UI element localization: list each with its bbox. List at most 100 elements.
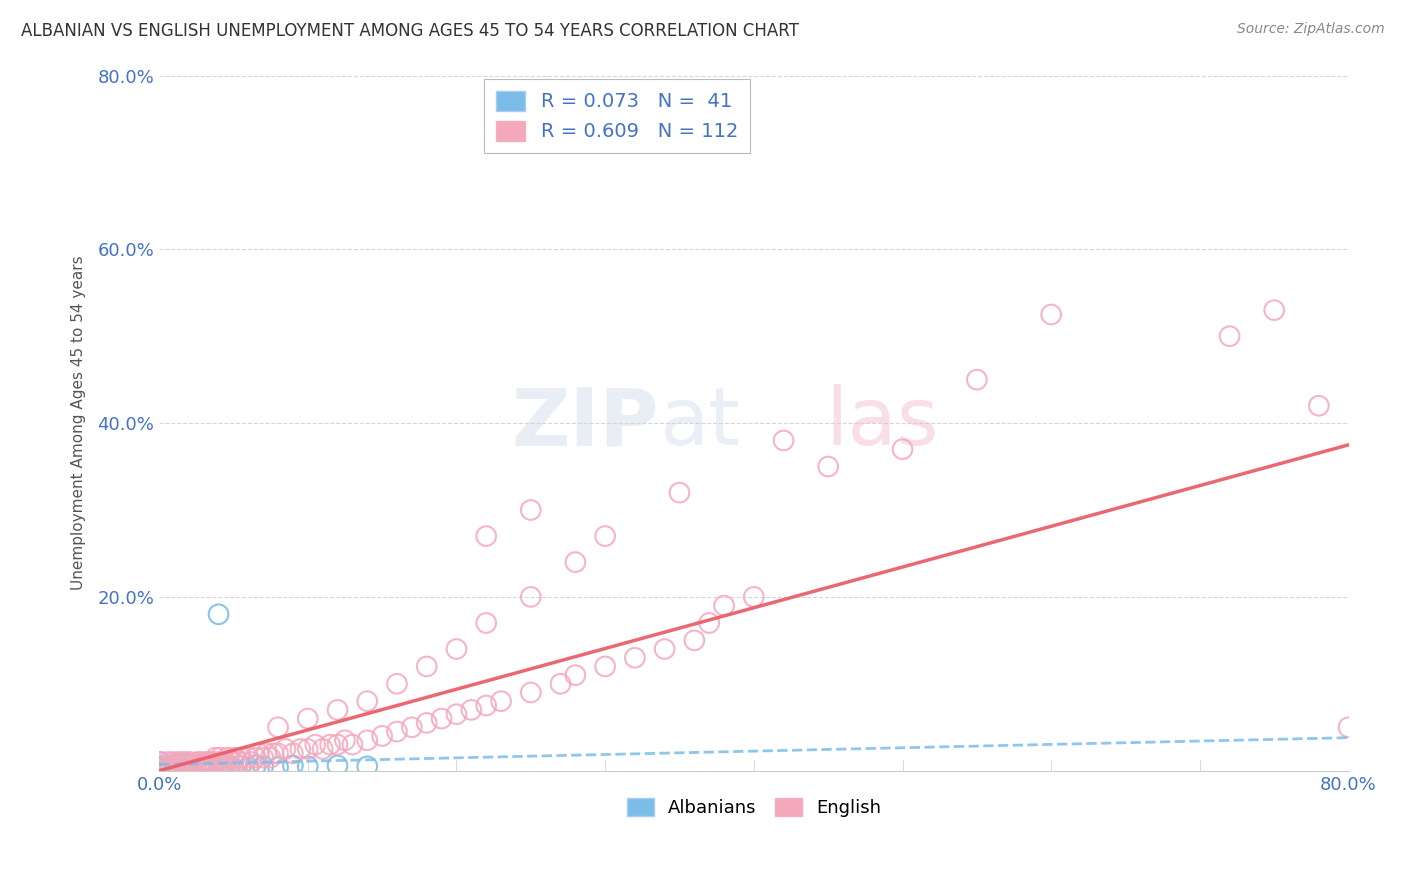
Point: [326, 738, 349, 752]
Point: [247, 747, 270, 761]
Point: [155, 761, 177, 775]
Text: ALBANIAN VS ENGLISH UNEMPLOYMENT AMONG AGES 45 TO 54 YEARS CORRELATION CHART: ALBANIAN VS ENGLISH UNEMPLOYMENT AMONG A…: [21, 22, 799, 40]
Point: [222, 761, 245, 775]
Point: [281, 758, 304, 772]
Point: [1263, 303, 1285, 318]
Point: [281, 747, 304, 761]
Text: Source: ZipAtlas.com: Source: ZipAtlas.com: [1237, 22, 1385, 37]
Point: [222, 755, 245, 769]
Legend: Albanians, English: Albanians, English: [619, 790, 889, 824]
Point: [215, 755, 238, 769]
Point: [356, 694, 378, 708]
Point: [1337, 720, 1360, 734]
Point: [254, 747, 277, 761]
Point: [252, 759, 274, 773]
Point: [180, 761, 202, 775]
Point: [170, 759, 193, 773]
Point: [148, 764, 170, 778]
Point: [207, 762, 229, 776]
Point: [188, 759, 211, 773]
Point: [245, 750, 267, 764]
Point: [238, 750, 260, 764]
Point: [520, 503, 543, 517]
Point: [150, 755, 173, 769]
Point: [193, 759, 215, 773]
Point: [564, 555, 586, 569]
Point: [166, 762, 188, 776]
Point: [169, 764, 191, 778]
Point: [148, 764, 170, 778]
Point: [520, 590, 543, 604]
Point: [460, 703, 482, 717]
Point: [297, 712, 319, 726]
Point: [415, 715, 437, 730]
Point: [475, 615, 498, 630]
Point: [200, 759, 222, 773]
Point: [174, 756, 197, 771]
Point: [193, 758, 215, 772]
Point: [240, 755, 263, 769]
Point: [593, 659, 616, 673]
Point: [415, 659, 437, 673]
Point: [188, 760, 211, 774]
Point: [333, 733, 356, 747]
Point: [197, 755, 219, 769]
Point: [180, 764, 202, 778]
Point: [489, 694, 512, 708]
Point: [304, 738, 326, 752]
Point: [218, 759, 240, 773]
Point: [520, 685, 543, 699]
Text: ZIP: ZIP: [512, 384, 658, 462]
Point: [245, 758, 267, 772]
Point: [152, 764, 174, 778]
Point: [172, 755, 194, 769]
Point: [817, 459, 839, 474]
Point: [200, 755, 222, 769]
Point: [475, 698, 498, 713]
Point: [1308, 399, 1330, 413]
Point: [177, 759, 200, 773]
Point: [238, 760, 260, 774]
Point: [966, 373, 988, 387]
Point: [232, 755, 254, 769]
Point: [356, 733, 378, 747]
Point: [668, 485, 690, 500]
Point: [475, 529, 498, 543]
Point: [215, 757, 238, 772]
Point: [194, 755, 217, 769]
Point: [177, 759, 200, 773]
Point: [326, 758, 349, 772]
Point: [697, 615, 720, 630]
Point: [160, 759, 183, 773]
Point: [326, 703, 349, 717]
Point: [297, 759, 319, 773]
Point: [174, 762, 197, 776]
Point: [654, 642, 676, 657]
Point: [195, 759, 218, 773]
Point: [290, 742, 312, 756]
Point: [385, 677, 408, 691]
Point: [190, 755, 212, 769]
Point: [226, 755, 249, 769]
Point: [207, 607, 229, 622]
Point: [148, 758, 170, 772]
Point: [167, 755, 190, 769]
Point: [371, 729, 394, 743]
Point: [252, 750, 274, 764]
Point: [187, 755, 209, 769]
Point: [267, 747, 290, 761]
Y-axis label: Unemployment Among Ages 45 to 54 years: Unemployment Among Ages 45 to 54 years: [72, 256, 86, 591]
Point: [446, 707, 468, 722]
Point: [224, 750, 246, 764]
Point: [1219, 329, 1241, 343]
Point: [177, 763, 200, 777]
Point: [683, 633, 706, 648]
Point: [267, 760, 290, 774]
Point: [319, 738, 342, 752]
Point: [385, 724, 408, 739]
Point: [207, 755, 229, 769]
Point: [212, 755, 235, 769]
Point: [550, 677, 572, 691]
Point: [229, 759, 252, 773]
Point: [564, 668, 586, 682]
